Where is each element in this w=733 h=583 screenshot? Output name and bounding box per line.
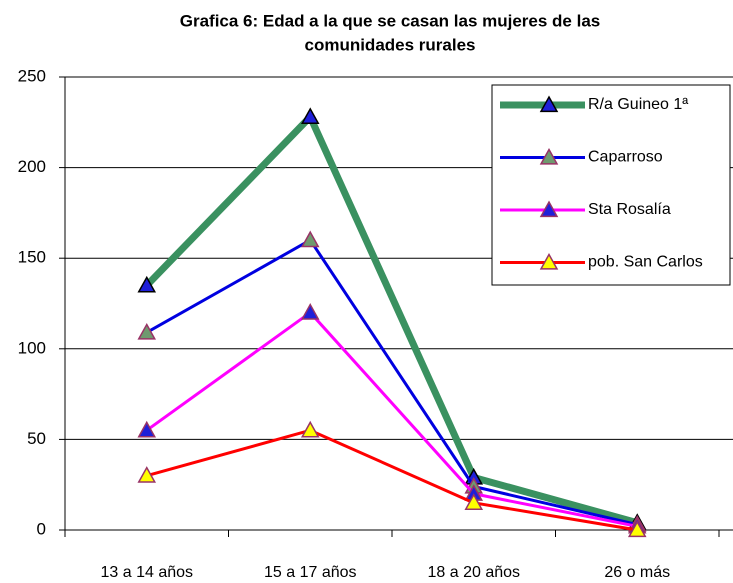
marker: [137, 420, 157, 438]
marker: [300, 230, 320, 248]
series-line: [146, 428, 638, 532]
y-tick-label: 150: [18, 248, 46, 267]
y-tick-label: 50: [27, 429, 46, 448]
y-tick-label: 100: [18, 338, 46, 357]
legend-box: [491, 84, 731, 286]
legend-marker: [539, 147, 559, 165]
marker: [137, 275, 157, 293]
y-tick-label: 0: [37, 519, 46, 538]
legend-marker: [539, 252, 559, 270]
marker: [137, 466, 157, 483]
marker: [627, 520, 647, 538]
x-tick-label: 13 a 14 años: [100, 564, 193, 581]
y-tick-label: 200: [18, 157, 46, 176]
marker: [137, 322, 157, 340]
marker: [300, 303, 320, 320]
legend-label: R/a Guineo 1ª: [588, 96, 688, 113]
legend-label: Sta Rosalía: [588, 201, 671, 218]
legend-label: pob. San Carlos: [588, 254, 703, 271]
x-tick-label: 15 a 17 años: [264, 564, 357, 581]
x-tick-label: 18 a 20 años: [427, 564, 520, 581]
x-tick-label: 26 o más: [604, 564, 670, 581]
series-line: [145, 311, 638, 528]
marker: [300, 107, 320, 125]
chart-title: comunidades rurales: [304, 35, 475, 54]
legend-marker: [539, 200, 559, 218]
legend-marker: [539, 95, 559, 113]
legend-label: Caparroso: [588, 149, 663, 166]
y-tick-label: 250: [18, 66, 46, 85]
marker: [300, 420, 320, 438]
series-line: [146, 238, 638, 527]
marker: [464, 493, 484, 510]
chart-title: Grafica 6: Edad a la que se casan las mu…: [180, 11, 601, 30]
series-line: [144, 113, 639, 527]
